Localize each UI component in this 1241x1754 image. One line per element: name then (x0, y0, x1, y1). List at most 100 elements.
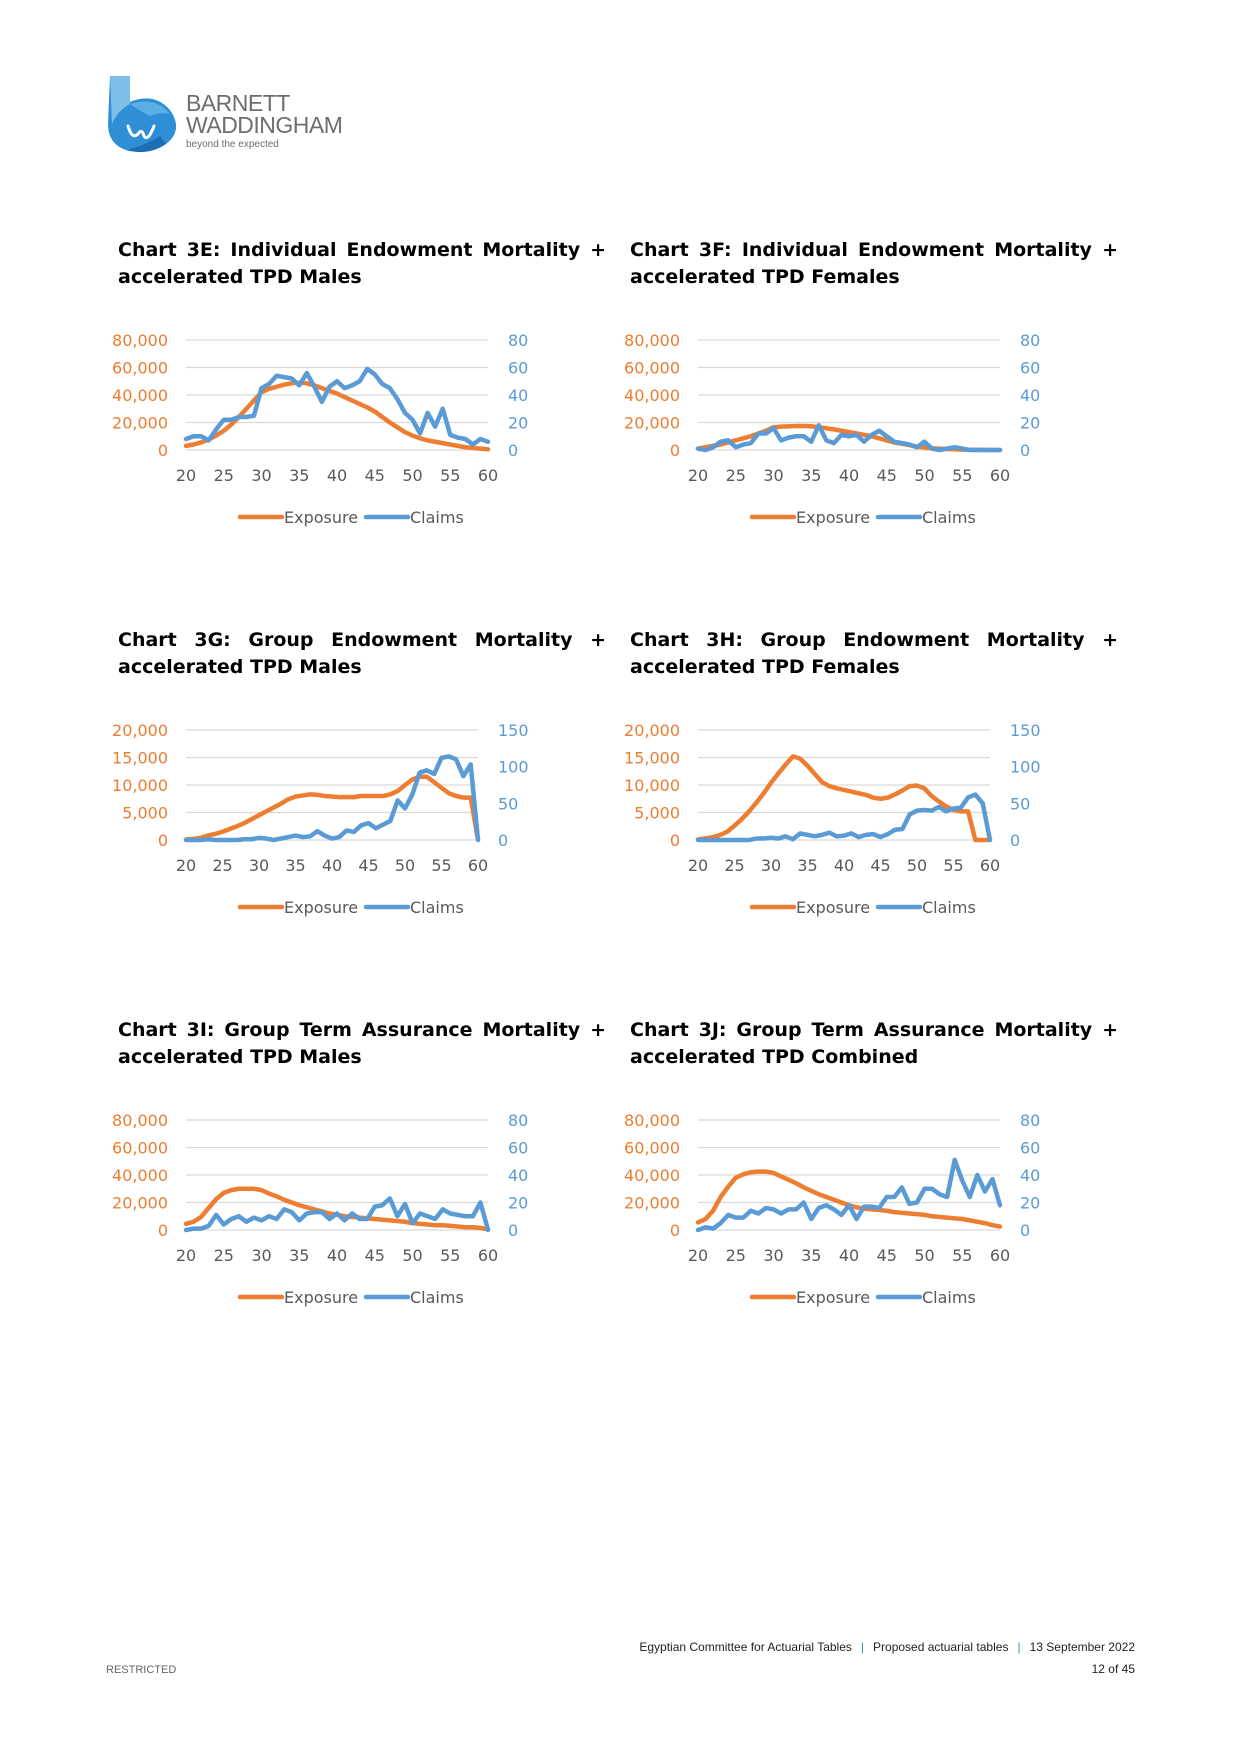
series-line-exposure (183, 774, 481, 843)
x-axis-tick-label: 55 (952, 466, 972, 485)
series-line-exposure (695, 754, 993, 843)
x-axis-tick-label: 50 (395, 856, 415, 875)
chart-title-3H: Chart 3H: Group Endowment Mortality + ac… (630, 627, 1118, 681)
x-axis-tick-label: 50 (907, 856, 927, 875)
right-axis-tick-label: 60 (508, 359, 528, 378)
x-axis-tick-label: 60 (478, 1246, 498, 1265)
legend-label-exposure: Exposure (284, 898, 358, 917)
left-axis-tick-label: 0 (158, 441, 168, 460)
barnett-waddingham-logo: BARNETT WADDINGHAM beyond the expected (104, 74, 364, 160)
chart-title-line1: Chart 3I: Group Term Assurance Mortality… (118, 1019, 606, 1041)
chart-title-line2: accelerated TPD Males (118, 1046, 362, 1068)
legend-label-exposure: Exposure (796, 1288, 870, 1307)
x-axis-tick-label: 40 (322, 856, 342, 875)
footer-document-info: Egyptian Committee for Actuarial Tables |… (639, 1640, 1135, 1654)
chart-title-3F: Chart 3F: Individual Endowment Mortality… (630, 237, 1118, 291)
left-axis-tick-label: 0 (670, 1221, 680, 1240)
x-axis-tick-label: 20 (688, 856, 708, 875)
legend-label-claims: Claims (922, 508, 976, 527)
series-line-claims (183, 366, 491, 447)
x-axis-tick-label: 30 (763, 466, 783, 485)
legend-label-claims: Claims (410, 508, 464, 527)
x-axis-tick-label: 20 (176, 466, 196, 485)
chart-3I: 0 20,000 40,000 60,000 80,000 0 20 40 60 80 20 25 30… (112, 1111, 528, 1307)
right-axis-tick-label: 40 (1020, 1166, 1040, 1185)
chart-3F: 0 20,000 40,000 60,000 80,000 0 20 40 60 80 20 25 30… (624, 331, 1040, 527)
x-axis-tick-label: 25 (724, 856, 744, 875)
chart-title-line1: Chart 3F: Individual Endowment Mortality… (630, 239, 1118, 261)
right-axis-tick-label: 0 (1020, 441, 1030, 460)
x-axis-tick-label: 20 (688, 466, 708, 485)
left-axis-tick-label: 80,000 (624, 331, 680, 350)
x-axis-tick-label: 50 (402, 1246, 422, 1265)
right-axis-tick-label: 80 (508, 1111, 528, 1130)
right-axis-tick-label: 40 (508, 386, 528, 405)
logo-mark-icon (108, 76, 177, 152)
left-axis-tick-label: 0 (670, 831, 680, 850)
right-axis-tick-label: 0 (498, 831, 508, 850)
x-axis-tick-label: 60 (468, 856, 488, 875)
right-axis-tick-label: 60 (1020, 359, 1040, 378)
x-axis-tick-label: 40 (839, 1246, 859, 1265)
series-line-claims (183, 754, 481, 843)
x-axis-tick-label: 45 (358, 856, 378, 875)
left-axis-tick-label: 80,000 (112, 1111, 168, 1130)
x-axis-tick-label: 40 (834, 856, 854, 875)
chart-title-line2: accelerated TPD Males (118, 266, 362, 288)
left-axis-tick-label: 80,000 (624, 1111, 680, 1130)
right-axis-tick-label: 100 (1010, 758, 1041, 777)
x-axis-tick-label: 25 (214, 466, 234, 485)
left-axis-tick-label: 60,000 (624, 359, 680, 378)
footer-classification: RESTRICTED (106, 1664, 177, 1676)
chart-3J: 0 20,000 40,000 60,000 80,000 0 20 40 60 80 20 25 30… (624, 1111, 1040, 1307)
logo-wordmark: BARNETT WADDINGHAM beyond the expected (186, 92, 343, 151)
chart-title-line1: Chart 3H: Group Endowment Mortality + (630, 629, 1118, 651)
chart-title-3I: Chart 3I: Group Term Assurance Mortality… (118, 1017, 606, 1071)
left-axis-tick-label: 0 (158, 831, 168, 850)
x-axis-tick-label: 55 (952, 1246, 972, 1265)
legend-label-claims: Claims (410, 898, 464, 917)
right-axis-tick-label: 50 (1010, 794, 1030, 813)
x-axis-tick-label: 45 (870, 856, 890, 875)
left-axis-tick-label: 5,000 (634, 804, 680, 823)
chart-title-line2: accelerated TPD Males (118, 656, 362, 678)
x-axis-tick-label: 30 (251, 1246, 271, 1265)
right-axis-tick-label: 150 (498, 721, 529, 740)
series-line-claims (695, 423, 1003, 453)
right-axis-tick-label: 100 (498, 758, 529, 777)
left-axis-tick-label: 10,000 (624, 776, 680, 795)
chart-title-line2: accelerated TPD Combined (630, 1046, 919, 1068)
series-line-claims (695, 792, 993, 843)
x-axis-tick-label: 60 (990, 466, 1010, 485)
left-axis-tick-label: 15,000 (624, 749, 680, 768)
x-axis-tick-label: 35 (801, 466, 821, 485)
right-axis-tick-label: 20 (508, 1194, 528, 1213)
chart-title-line2: accelerated TPD Females (630, 266, 900, 288)
chart-title-line1: Chart 3G: Group Endowment Mortality + (118, 629, 606, 651)
left-axis-tick-label: 40,000 (112, 386, 168, 405)
chart-title-line1: Chart 3J: Group Term Assurance Mortality… (630, 1019, 1118, 1041)
right-axis-tick-label: 60 (508, 1139, 528, 1158)
x-axis-tick-label: 55 (440, 466, 460, 485)
x-axis-tick-label: 60 (478, 466, 498, 485)
chart-title-3G: Chart 3G: Group Endowment Mortality + ac… (118, 627, 606, 681)
footer-date: 13 September 2022 (1029, 1640, 1135, 1654)
left-axis-tick-label: 20,000 (112, 1194, 168, 1213)
right-axis-tick-label: 20 (1020, 414, 1040, 433)
left-axis-tick-label: 15,000 (112, 749, 168, 768)
left-axis-tick-label: 40,000 (624, 1166, 680, 1185)
x-axis-tick-label: 45 (877, 466, 897, 485)
x-axis-tick-label: 60 (980, 856, 1000, 875)
x-axis-tick-label: 25 (726, 1246, 746, 1265)
left-axis-tick-label: 60,000 (112, 1139, 168, 1158)
left-axis-tick-label: 60,000 (112, 359, 168, 378)
x-axis-tick-label: 45 (365, 1246, 385, 1265)
x-axis-tick-label: 30 (251, 466, 271, 485)
x-axis-tick-label: 40 (839, 466, 859, 485)
right-axis-tick-label: 0 (508, 441, 518, 460)
left-axis-tick-label: 20,000 (624, 1194, 680, 1213)
chart-3E: 0 20,000 40,000 60,000 80,000 0 20 40 60 80 20 25 30… (112, 331, 528, 527)
left-axis-tick-label: 40,000 (112, 1166, 168, 1185)
right-axis-tick-label: 20 (508, 414, 528, 433)
x-axis-tick-label: 45 (365, 466, 385, 485)
